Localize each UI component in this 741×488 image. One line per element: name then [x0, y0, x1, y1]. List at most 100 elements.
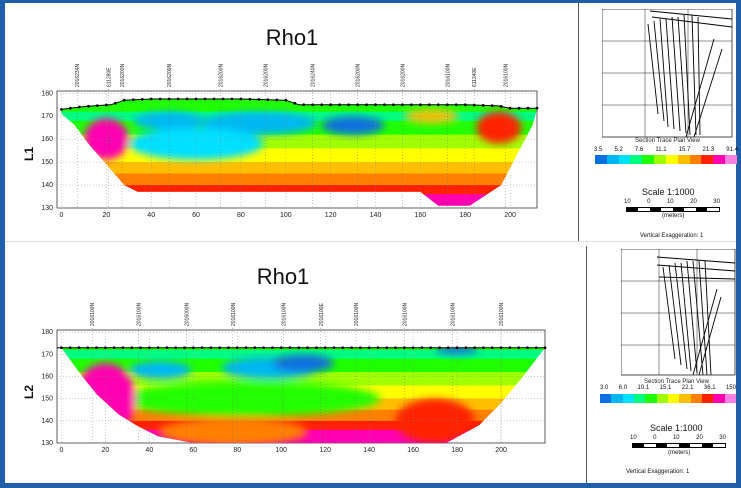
x-tick-label: 40 [147, 212, 155, 219]
resistivity-band [61, 162, 537, 175]
scale-tick: 0 [653, 435, 657, 441]
resistivity-band [61, 148, 537, 164]
horizontal-divider [5, 241, 736, 242]
electrode-dot [288, 346, 292, 350]
electrode-dot [392, 103, 395, 107]
resistivity-anomaly [129, 361, 192, 379]
resistivity-band [57, 420, 545, 431]
electrode-dot [401, 103, 404, 107]
electrode-dot [356, 103, 359, 107]
legend-value: 15.7 [678, 147, 691, 153]
electrode-dot [158, 97, 162, 101]
electrode-dot [543, 346, 547, 350]
resistivity-anomaly [158, 418, 308, 443]
station-label: 2016234N [75, 64, 81, 87]
y-tick-label: 150 [41, 159, 53, 166]
electrode-dot [311, 103, 315, 107]
legend-title-top: Section Trace Plan View [635, 138, 700, 144]
legend-value: 22.1 [681, 385, 694, 391]
electrode-dot [174, 346, 178, 350]
resistivity-anomaly [476, 111, 522, 144]
electrode-markers [60, 97, 539, 111]
electrode-dot [427, 103, 431, 107]
x-tick-label: 180 [459, 212, 471, 219]
electrode-dot [508, 106, 512, 110]
electrode-dot [338, 103, 342, 107]
electrode-dot [374, 103, 377, 107]
legend-value: 15.1 [659, 385, 672, 391]
y-tick-label: 180 [41, 90, 53, 97]
station-label: 2016200N [167, 64, 173, 87]
y-tick-label: 180 [41, 329, 53, 336]
y-tick-label: 150 [41, 396, 53, 403]
electrode-dot [302, 103, 306, 107]
station-label: 2016100N [451, 303, 457, 326]
resistivity-band [61, 185, 537, 196]
electrode-dot [526, 106, 530, 110]
electrode-dot [445, 103, 449, 107]
scale-tick: 0 [647, 199, 651, 205]
electrode-dot [429, 346, 433, 350]
legend-values-bottom: 3.0 6.0 10.1 15.1 22.1 36.1 150 [600, 385, 736, 391]
x-tick-label: 200 [495, 447, 507, 454]
electrode-dot [60, 107, 63, 111]
x-tick-label: 40 [145, 447, 153, 454]
electrode-dot [103, 346, 107, 350]
x-tick-label: 60 [192, 212, 200, 219]
scale-tick: 30 [713, 199, 720, 205]
plan-view-map-top [602, 9, 733, 138]
electrode-dot [68, 346, 72, 350]
legend-values-top: 3.5 5.2 7.6 11.1 15.7 21.3 91.4 [594, 147, 738, 153]
electrode-dot [329, 103, 333, 107]
station-label: 2016200N [400, 64, 406, 87]
x-tick-label: 140 [363, 447, 375, 454]
electrode-dot [455, 346, 459, 350]
x-tick-label: 0 [59, 447, 63, 454]
electrode-dot [200, 346, 204, 350]
scale-ticks-bottom: 10 0 10 20 30 [630, 435, 726, 441]
electrode-dot [87, 104, 90, 108]
electrode-dot [139, 346, 142, 350]
chart-title-l1: Rho1 [265, 25, 319, 50]
electrode-dot [420, 346, 424, 350]
vertical-divider-top [578, 3, 579, 241]
resistivity-anomaly [116, 380, 381, 417]
electrode-dot [147, 346, 151, 350]
electrode-dot [183, 346, 186, 350]
electrode-dot [454, 103, 458, 107]
electrode-dot [194, 97, 198, 101]
electrode-dot [235, 346, 239, 350]
electrode-dot [367, 346, 371, 350]
station-label: 611280E [107, 67, 113, 87]
x-tick-label: 140 [370, 212, 382, 219]
electrode-dot [112, 346, 116, 350]
electrode-dot [482, 346, 485, 350]
electrode-dot [257, 98, 261, 101]
electrode-dot [306, 346, 309, 350]
electrode-dot [332, 346, 336, 350]
resistivity-band [57, 347, 545, 351]
resistivity-anomaly [321, 116, 385, 135]
resistivity-anomaly [128, 127, 264, 160]
electrode-dot [95, 346, 98, 350]
section-panel-l2: Rho1 L2 0 20 40 60 80 100 120 140 160 180 200 130 14… [5, 243, 577, 483]
electrode-dot [464, 346, 468, 350]
station-label: 2016200N [219, 64, 225, 87]
y-tick-label: 130 [41, 440, 53, 447]
electrode-dot [275, 98, 279, 102]
x-tick-label: 120 [325, 212, 337, 219]
station-label: 2016200N [264, 64, 270, 87]
legend-value: 10.1 [637, 385, 650, 391]
electrode-dot [358, 346, 362, 350]
electrode-dot [376, 346, 380, 350]
electrode-dot [534, 346, 538, 350]
section-panel-l1: Rho1 L1 0 20 40 60 80 100 120 140 160 180 200 130 14… [5, 3, 577, 241]
electrode-dot [131, 98, 135, 102]
electrode-dot [365, 103, 368, 107]
scale-unit-top: (meters) [662, 213, 685, 219]
electrode-dot [463, 103, 467, 107]
electrode-dot [436, 103, 440, 107]
legend-value: 3.0 [600, 385, 609, 391]
electrode-dot [517, 346, 521, 350]
y-tick-label: 140 [41, 418, 53, 425]
